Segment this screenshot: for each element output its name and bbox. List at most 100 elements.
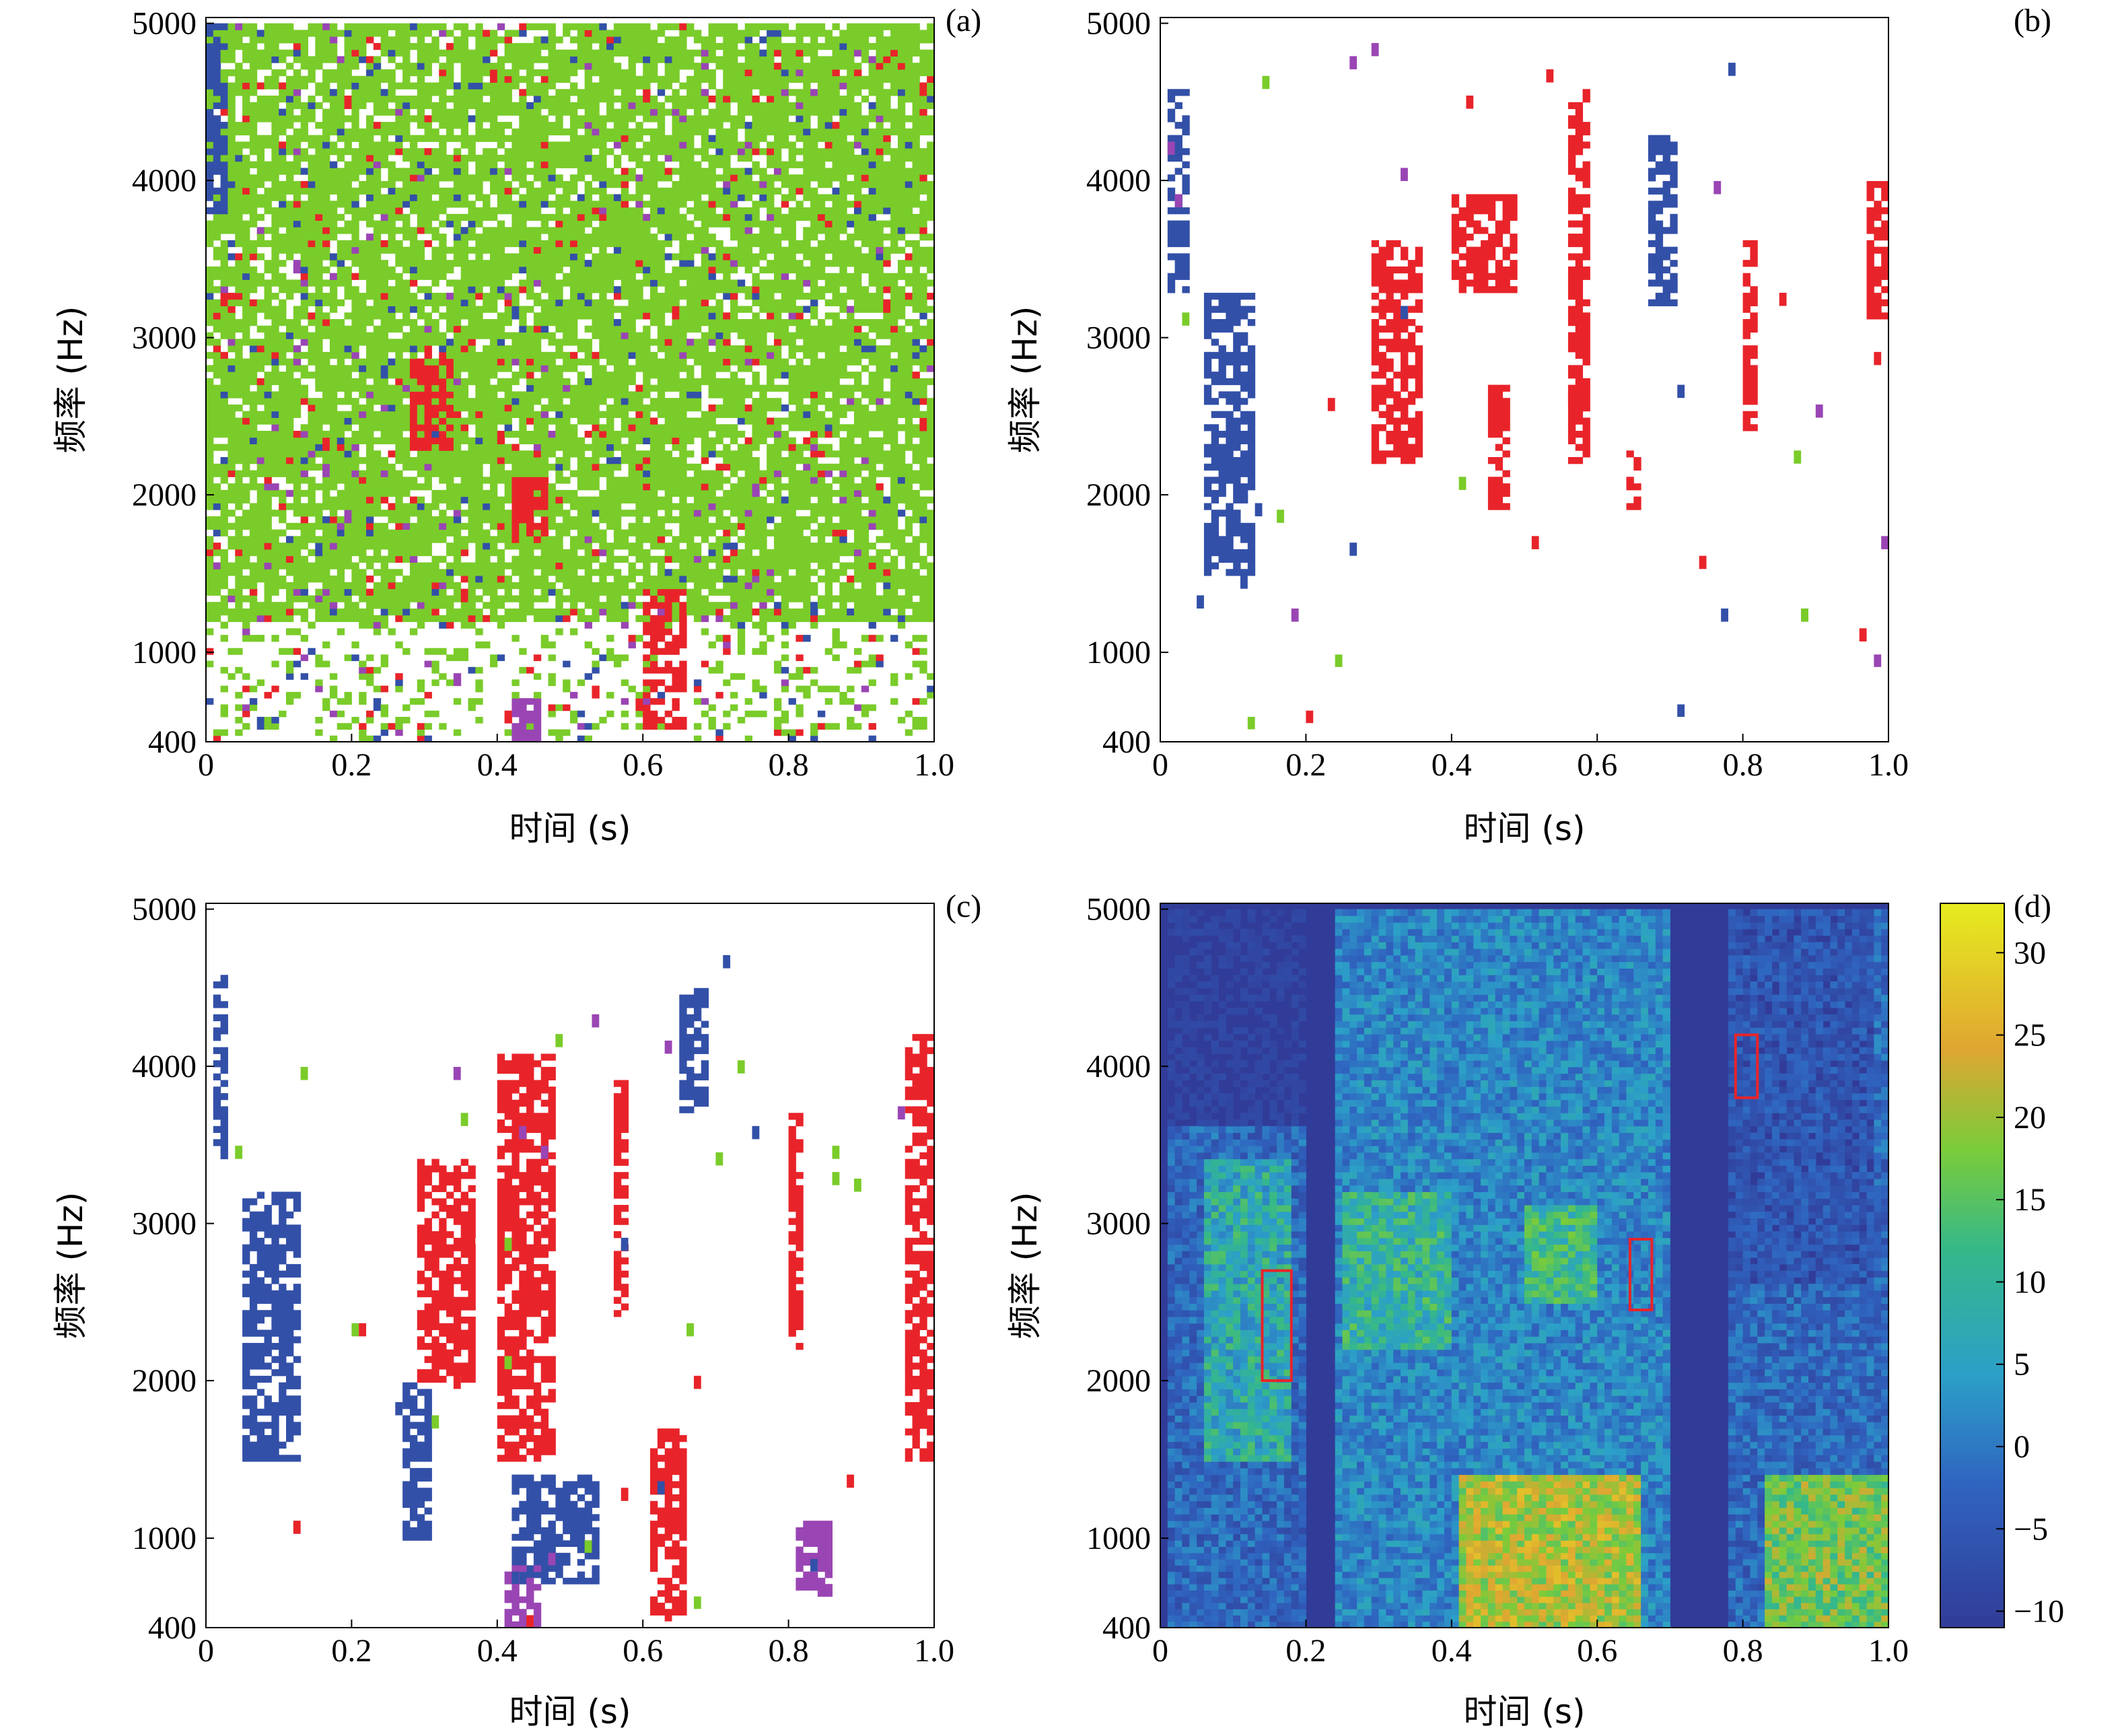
cell-a (286, 562, 294, 569)
cell-a (344, 654, 352, 662)
cell-a (279, 299, 287, 306)
cell-a (206, 194, 214, 201)
cell-a (242, 292, 250, 300)
cell-a (359, 75, 367, 83)
cell-a (300, 582, 308, 590)
cell-a (540, 122, 549, 129)
cell-a (555, 292, 563, 300)
cell-a (650, 685, 658, 693)
cell-a (460, 161, 469, 168)
cell-a (409, 582, 418, 590)
cell-a (395, 115, 403, 123)
cell-a (220, 227, 228, 234)
cell-a (584, 384, 592, 392)
cell-a (643, 450, 651, 458)
cell-a (366, 115, 374, 123)
cell-a (249, 529, 258, 536)
cell-a (388, 36, 396, 44)
cell-a (300, 260, 308, 267)
cell-a (548, 398, 556, 405)
cell-a (468, 213, 476, 221)
cell-a (388, 470, 396, 477)
cell-a (555, 299, 563, 306)
cell-a (366, 240, 374, 248)
cell-a (635, 96, 643, 103)
cell-a (337, 450, 345, 458)
cell-a (526, 246, 534, 254)
cell-a (322, 569, 330, 576)
cell-a (271, 240, 279, 248)
cell-a (599, 49, 607, 57)
cell-a (227, 207, 236, 215)
cell-a (621, 615, 629, 623)
cell-a (417, 273, 425, 280)
cell-a (489, 372, 498, 379)
cell-a (592, 168, 600, 175)
cell-a (497, 75, 505, 83)
cell-a (366, 207, 374, 215)
cell-a (315, 398, 323, 405)
cell-a (511, 201, 520, 208)
cell-a (453, 417, 462, 425)
cell-a (388, 168, 396, 175)
cell-a (220, 82, 228, 90)
cell-a (351, 306, 359, 313)
cell-a (584, 477, 592, 484)
cell-a (344, 489, 352, 497)
cell-a (489, 470, 498, 477)
cell-a (227, 89, 236, 96)
cell-a (606, 82, 614, 90)
cell-a (242, 510, 250, 517)
cell-a (483, 102, 491, 110)
cell-a (533, 292, 542, 300)
cell-a (489, 299, 498, 306)
cell-a (555, 391, 563, 398)
cell-a (635, 220, 643, 228)
cell-a (621, 273, 629, 280)
cell-a (279, 710, 287, 718)
cell-a (621, 444, 629, 451)
cell-a (533, 161, 542, 168)
cell-a (380, 312, 388, 320)
cell-a (628, 404, 636, 412)
cell-a (584, 299, 592, 306)
cell-a (388, 201, 396, 208)
cell-a (300, 312, 308, 320)
cell-a (300, 437, 308, 445)
cell-a (417, 543, 425, 550)
cell-a (249, 187, 258, 195)
cell-a (446, 63, 454, 70)
cell-a (511, 30, 520, 37)
cell-a (359, 660, 367, 668)
cell-a (483, 430, 491, 438)
cell-a (271, 273, 279, 280)
cell-a (592, 318, 600, 326)
cell-a (220, 569, 228, 576)
cell-a (271, 115, 279, 123)
cell-a (242, 562, 250, 569)
cell-a (220, 358, 228, 366)
cell-a (540, 227, 549, 234)
cell-a (395, 279, 403, 287)
cell-a (227, 450, 236, 458)
cell-a (504, 398, 512, 405)
cell-a (366, 666, 374, 674)
cell-a (431, 615, 439, 623)
cell-a (373, 372, 382, 379)
cell-a (227, 279, 236, 287)
cell-a (570, 161, 578, 168)
cell-a (592, 503, 600, 510)
cell-a (213, 234, 221, 241)
cell-a (366, 306, 374, 313)
cell-a (540, 312, 549, 320)
cell-a (315, 372, 323, 379)
cell-a (540, 168, 549, 175)
cell-a (511, 457, 520, 464)
cell-a (213, 358, 221, 366)
cell-a (504, 42, 512, 50)
cell-a (548, 69, 556, 77)
cell-a (308, 576, 316, 583)
cell-a (548, 516, 556, 524)
cell-a (511, 63, 520, 70)
cell-a (395, 194, 403, 201)
